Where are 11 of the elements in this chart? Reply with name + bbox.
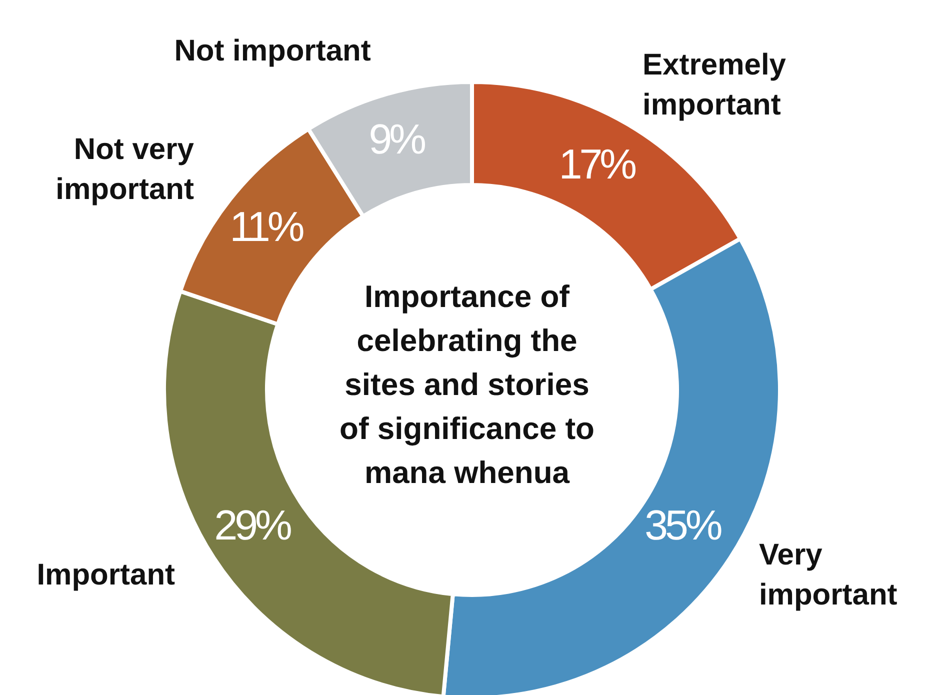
slice-label: Not very important (56, 133, 194, 206)
data-label: 35% (644, 502, 722, 549)
slice-label: Extremely important (642, 48, 786, 122)
slice-label: Important (36, 558, 176, 592)
slice-label: Very important (758, 538, 898, 612)
data-label: 9% (368, 115, 426, 162)
data-label: 17% (558, 140, 636, 188)
slice-label: Not important (174, 34, 371, 68)
text: Importance of celebrating the sites and stories of significance to mana whenua (338, 278, 596, 492)
data-label: 29% (214, 502, 291, 549)
data-label: 11% (230, 202, 304, 250)
